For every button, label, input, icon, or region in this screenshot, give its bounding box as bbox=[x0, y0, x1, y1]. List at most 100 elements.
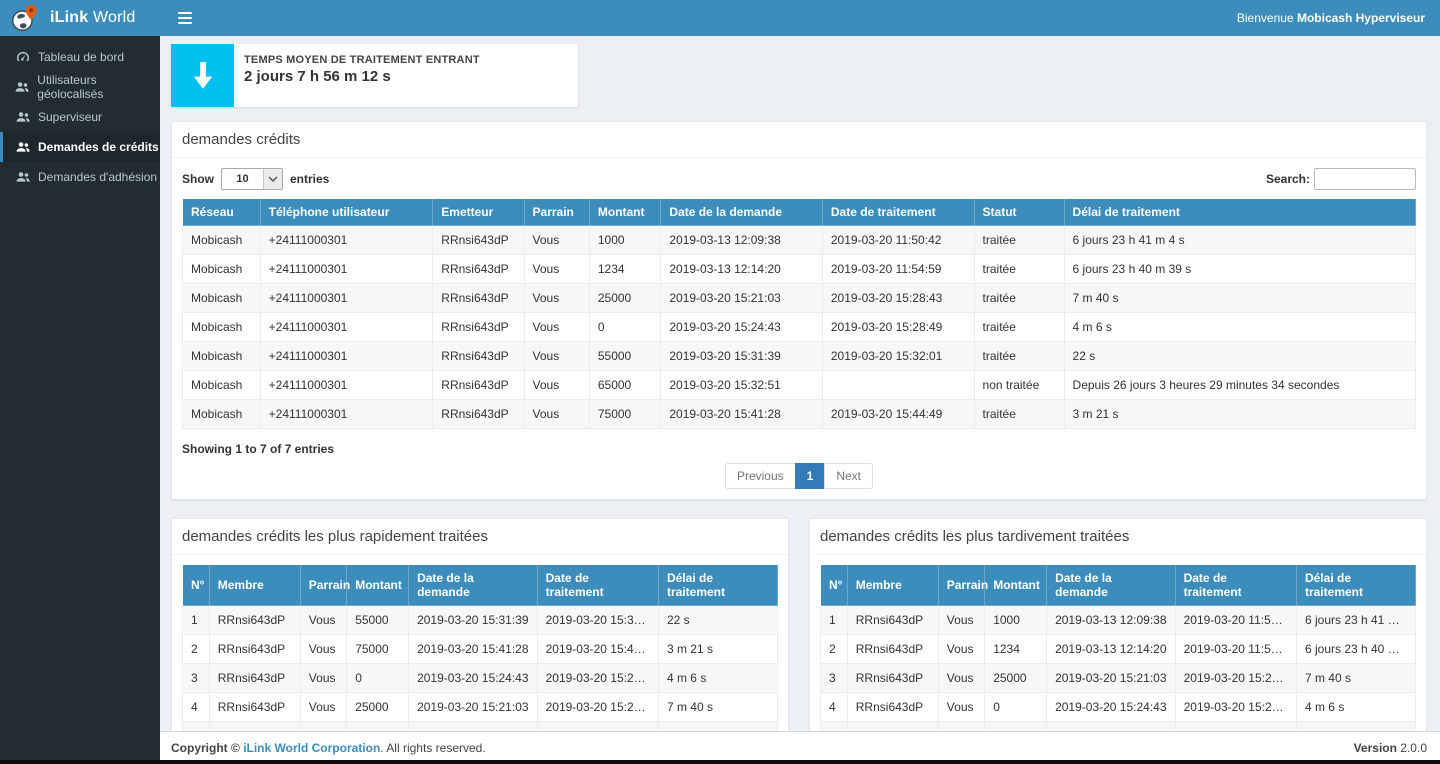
table-cell: Vous bbox=[524, 400, 589, 429]
table-cell: 6 jours 23 h 41 m 4 s bbox=[1064, 226, 1415, 255]
sidebar-item-label: Tableau de bord bbox=[38, 50, 124, 64]
column-header[interactable]: Date de la demande bbox=[409, 565, 538, 606]
table-cell: Mobicash bbox=[183, 400, 261, 429]
sidebar-item-tableau-de-bord[interactable]: Tableau de bord bbox=[0, 42, 160, 72]
column-header[interactable]: Date de traitement bbox=[1175, 565, 1296, 606]
users-icon bbox=[15, 171, 30, 183]
table-cell: 2019-03-20 11:54:59 bbox=[1175, 635, 1296, 664]
brand-logo[interactable]: iLink World bbox=[0, 0, 160, 36]
page-length-value: 10 bbox=[222, 169, 263, 189]
column-header[interactable]: Membre bbox=[209, 565, 300, 606]
table-cell: Mobicash bbox=[183, 284, 261, 313]
table-cell: 3 bbox=[183, 664, 210, 693]
table-cell: Depuis 26 jours 3 heures 29 minutes 34 s… bbox=[1064, 371, 1415, 400]
column-header[interactable]: Date de traitement bbox=[537, 565, 658, 606]
panel-credits-tardivement-traitees: demandes crédits les plus tardivement tr… bbox=[809, 518, 1427, 731]
table-cell: Vous bbox=[524, 313, 589, 342]
table-cell: 22 s bbox=[1064, 342, 1415, 371]
pagination-next-button[interactable]: Next bbox=[824, 463, 873, 489]
table-cell: Vous bbox=[938, 635, 984, 664]
column-header[interactable]: Délai de traitement bbox=[1064, 199, 1415, 226]
welcome-prefix: Bienvenue bbox=[1237, 11, 1294, 25]
slowest-table: N°MembreParrainMontantDate de la demande… bbox=[820, 565, 1416, 731]
column-header[interactable]: N° bbox=[183, 565, 210, 606]
table-cell: 2019-03-20 15:28:49 bbox=[1175, 693, 1296, 722]
table-row: Mobicash+24111000301RRnsi643dPVous100020… bbox=[183, 226, 1416, 255]
table-cell: 2 bbox=[183, 635, 210, 664]
column-header[interactable]: Parrain bbox=[524, 199, 589, 226]
brand-name-light: World bbox=[93, 9, 136, 26]
sidebar-item-superviseur[interactable]: Superviseur bbox=[0, 102, 160, 132]
pagination-page-1-button[interactable]: 1 bbox=[795, 463, 826, 489]
column-header[interactable]: Montant bbox=[347, 565, 409, 606]
table-cell: 65000 bbox=[589, 371, 661, 400]
column-header[interactable]: Statut bbox=[974, 199, 1064, 226]
table-cell: Mobicash bbox=[183, 255, 261, 284]
table-cell: 2019-03-20 15:21:03 bbox=[409, 693, 538, 722]
table-cell: 2019-03-13 12:14:20 bbox=[409, 722, 538, 732]
table-cell: Vous bbox=[524, 226, 589, 255]
pagination-previous-button[interactable]: Previous bbox=[725, 463, 796, 489]
stat-widget-value: 2 jours 7 h 56 m 12 s bbox=[244, 68, 480, 85]
table-cell: RRnsi643dP bbox=[433, 400, 524, 429]
table-cell: 2019-03-13 12:14:20 bbox=[1047, 635, 1176, 664]
sidebar-toggle-button[interactable] bbox=[160, 0, 210, 36]
table-cell: 4 bbox=[183, 693, 210, 722]
table-cell: 2019-03-20 15:24:43 bbox=[1047, 693, 1176, 722]
copyright-suffix: . All rights reserved. bbox=[380, 741, 485, 755]
table-cell: 6 jours 23 h 41 m 4 s bbox=[1296, 606, 1415, 635]
sidebar-item-demandes-de-credits[interactable]: Demandes de crédits bbox=[0, 132, 160, 162]
table-cell: 3 m 21 s bbox=[658, 635, 777, 664]
column-header[interactable]: Montant bbox=[985, 565, 1047, 606]
column-header[interactable]: Date de la demande bbox=[661, 199, 823, 226]
column-header[interactable]: Date de la demande bbox=[1047, 565, 1176, 606]
table-cell: 6 jours 23 h 40 m 39 s bbox=[1296, 635, 1415, 664]
table-cell: traitée bbox=[974, 342, 1064, 371]
table-cell: 2019-03-20 15:32:01 bbox=[537, 606, 658, 635]
page-length-select[interactable]: 10 bbox=[221, 168, 283, 190]
column-header[interactable]: Date de traitement bbox=[822, 199, 974, 226]
column-header[interactable]: Délai de traitement bbox=[1296, 565, 1415, 606]
column-header[interactable]: Membre bbox=[847, 565, 938, 606]
table-cell: RRnsi643dP bbox=[847, 635, 938, 664]
sidebar-item-utilisateurs-geolocalises[interactable]: Utilisateurs géolocalisés bbox=[0, 72, 160, 102]
table-cell: RRnsi643dP bbox=[847, 722, 938, 732]
table-cell: 2019-03-20 15:24:43 bbox=[661, 313, 823, 342]
table-cell: traitée bbox=[974, 400, 1064, 429]
bottom-edge-strip bbox=[0, 760, 1440, 764]
down-arrow-icon bbox=[171, 44, 234, 107]
panel-title: demandes crédits bbox=[172, 122, 1426, 158]
version-number: 2.0.0 bbox=[1400, 741, 1427, 755]
company-link[interactable]: iLink World Corporation bbox=[243, 741, 380, 755]
stat-widget-temps-moyen: TEMPS MOYEN DE TRAITEMENT ENTRANT 2 jour… bbox=[171, 44, 578, 107]
table-row: 1RRnsi643dPVous550002019-03-20 15:31:392… bbox=[183, 606, 778, 635]
table-cell: 4 m 6 s bbox=[1064, 313, 1415, 342]
table-cell: Vous bbox=[300, 635, 346, 664]
table-cell: 2019-03-20 11:50:42 bbox=[1175, 606, 1296, 635]
table-cell: 2019-03-20 15:28:49 bbox=[822, 313, 974, 342]
table-cell: +24111000301 bbox=[260, 255, 433, 284]
table-cell: 1000 bbox=[589, 226, 661, 255]
table-cell: Vous bbox=[938, 664, 984, 693]
sidebar-item-label: Utilisateurs géolocalisés bbox=[37, 73, 160, 101]
column-header[interactable]: Téléphone utilisateur bbox=[260, 199, 433, 226]
sidebar-nav: Tableau de bord Utilisateurs géolocalisé… bbox=[0, 36, 160, 192]
table-row: 5RRnsi643dPVous12342019-03-13 12:14:2020… bbox=[183, 722, 778, 732]
column-header[interactable]: N° bbox=[821, 565, 848, 606]
table-cell: 3 m 21 s bbox=[1064, 400, 1415, 429]
column-header[interactable]: Montant bbox=[589, 199, 661, 226]
show-label: Show bbox=[182, 172, 214, 186]
column-header[interactable]: Délai de traitement bbox=[658, 565, 777, 606]
column-header[interactable]: Emetteur bbox=[433, 199, 524, 226]
column-header[interactable]: Parrain bbox=[300, 565, 346, 606]
globe-pin-logo-icon bbox=[10, 4, 40, 32]
column-header[interactable]: Parrain bbox=[938, 565, 984, 606]
sidebar-item-demandes-adhesion[interactable]: Demandes d'adhésion bbox=[0, 162, 160, 192]
search-input[interactable] bbox=[1314, 168, 1416, 190]
column-header[interactable]: Réseau bbox=[183, 199, 261, 226]
table-cell: 2019-03-20 15:28:43 bbox=[537, 693, 658, 722]
search-label: Search: bbox=[1266, 172, 1310, 186]
table-cell: 1 bbox=[183, 606, 210, 635]
table-row: Mobicash+24111000301RRnsi643dPVous550002… bbox=[183, 342, 1416, 371]
copyright-text: Copyright © bbox=[171, 741, 240, 755]
